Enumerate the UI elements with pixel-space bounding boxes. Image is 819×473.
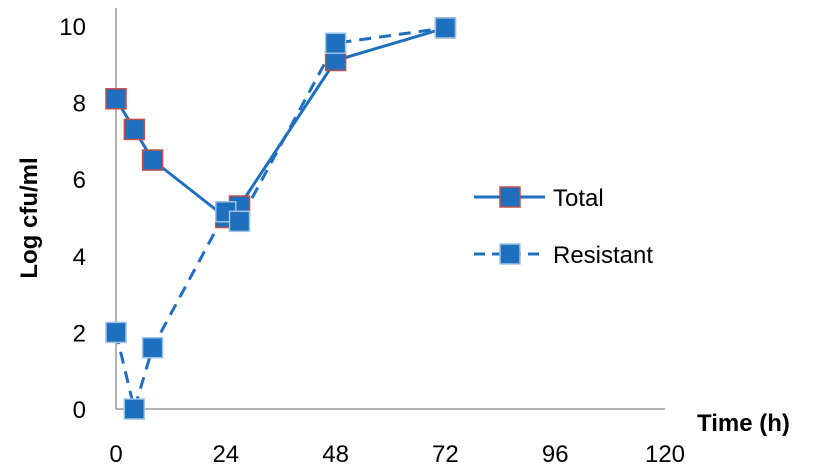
series-markers [105,17,457,420]
legend-label-resistant: Resistant [553,242,653,269]
legend: Total Resistant [474,185,653,269]
legend-item-resistant: Resistant [474,242,653,269]
x-tick-label: 0 [109,441,122,468]
x-tick-label: 120 [645,441,685,468]
data-point-resistant [228,210,251,233]
y-tick-label: 2 [73,320,86,347]
data-point-total [105,88,127,110]
x-axis-title: Time (h) [697,410,790,437]
x-tick-label: 48 [322,441,349,468]
y-tick-label: 0 [73,397,86,424]
series-line-resistant [114,26,446,411]
legend-marker-total [499,186,521,208]
data-point-total [123,118,146,141]
legend-marker-resistant [499,243,521,265]
y-tick-label: 4 [73,244,86,271]
data-point-resistant [123,398,146,420]
x-tick-label: 96 [542,441,569,468]
y-axis-title: Log cfu/ml [16,157,43,278]
y-tick-label: 6 [73,167,86,194]
x-tick-labels: 0 24 48 72 96 120 [109,441,685,468]
series-line-total [114,26,446,219]
x-tick-label: 72 [432,441,459,468]
legend-item-total: Total [474,185,604,212]
y-tick-label: 8 [73,91,86,118]
series-lines [114,26,446,411]
x-tick-label: 24 [212,441,239,468]
y-tick-labels: 0 2 4 6 8 10 [59,14,86,424]
data-point-resistant [324,32,347,54]
data-point-total [141,149,164,171]
legend-label-total: Total [553,185,604,212]
data-point-resistant [141,336,164,359]
y-tick-label: 10 [59,14,86,41]
data-point-resistant [105,321,127,344]
data-point-resistant [434,17,457,39]
